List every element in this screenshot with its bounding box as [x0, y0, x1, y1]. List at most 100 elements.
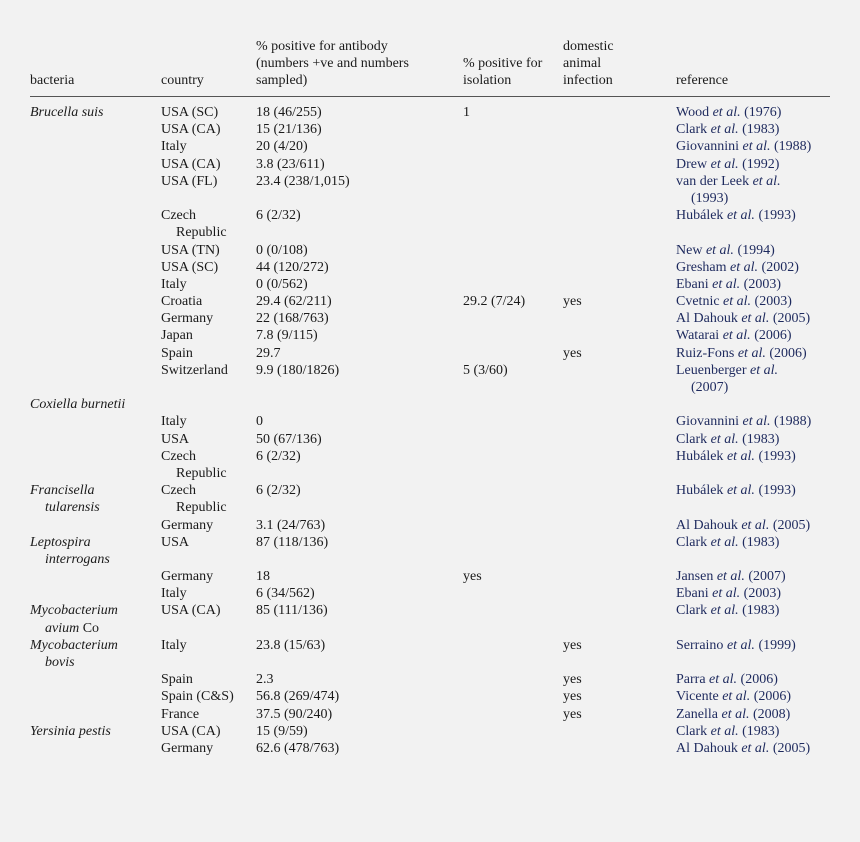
reference-cell: New et al. (1994) [676, 242, 775, 259]
reference-cell: Clark et al. (1983) [676, 431, 779, 448]
table-row: Czech 6 (2/32) Hubálek et al. (1993) [0, 207, 860, 224]
table-row: USA (TN) 0 (0/108) New et al. (1994) [0, 242, 860, 259]
reference-etal: et al. [742, 139, 771, 155]
antibody-cell: 0 (0/562) [256, 276, 308, 292]
antibody-cell: 18 (46/255) [256, 105, 322, 120]
antibody-cell: 23.4 (238/1,015) [256, 173, 350, 189]
header-rule [30, 96, 830, 97]
reference-author: Ruiz-Fons [676, 345, 738, 361]
bacteria-cont-text: tularensis [45, 500, 100, 516]
table-row: Mycobacterium USA (CA) 85 (111/136) Clark e… [0, 602, 860, 619]
table-row: USA (FL) 23.4 (238/1,015) van der Leek et … [0, 173, 860, 190]
reference-cell: Giovannini et al. (1988) [676, 138, 811, 155]
reference-cell: Clark et al. (1983) [676, 534, 779, 551]
reference-etal: et al. [710, 723, 739, 739]
reference-author: Jansen [676, 569, 717, 585]
country-cell: Germany [161, 569, 214, 585]
reference-etal: et al. [741, 740, 770, 756]
antibody-cell: 22 (168/763) [256, 311, 329, 327]
reference-etal: et al. [726, 637, 755, 653]
reference-etal: et al. [752, 173, 781, 189]
table-row: Czech 6 (2/32) Hubálek et al. (1993) [0, 448, 860, 465]
table-body: Brucella suis USA (SC) 18 (46/255) 1 Wood et… [0, 104, 860, 757]
bacteria-cell: Mycobacterium [30, 637, 118, 653]
antibody-cell: 87 (118/136) [256, 534, 329, 550]
reference-etal: et al. [710, 122, 739, 138]
reference-etal: et al. [712, 105, 741, 120]
bacteria-cell: Coxiella burnetii [30, 397, 126, 413]
reference-cell: Drew et al. (1992) [676, 156, 779, 173]
reference-author: Clark [676, 603, 711, 619]
reference-author: Hubálek [676, 208, 727, 224]
reference-etal: et al. [709, 672, 738, 688]
country-cell: Japan [161, 328, 193, 344]
header-domestic: domestic animal infection [563, 39, 614, 88]
domestic-cell: yes [563, 637, 582, 653]
reference-author: Ebani [676, 586, 713, 602]
country-cell: Italy [161, 637, 187, 653]
country-cell: USA (CA) [161, 156, 221, 172]
reference-year: (2006) [737, 672, 778, 688]
reference-year: (1988) [770, 414, 812, 430]
table-row: Italy 6 (34/562) Ebani et al. (2003) [0, 585, 860, 602]
reference-etal: et al. [726, 483, 755, 499]
bacteria-cell-cont: bovis [30, 654, 75, 671]
reference-etal: et al. [730, 259, 759, 275]
reference-author: Watarai [676, 328, 723, 344]
antibody-cell: 85 (111/136) [256, 603, 328, 619]
reference-cell: Clark et al. (1983) [676, 121, 779, 138]
antibody-cell: 0 [256, 414, 263, 430]
reference-author: Gresham [676, 259, 731, 275]
reference-author: Al Dahouk [676, 740, 742, 756]
reference-author: Vicente [676, 689, 723, 705]
antibody-cell: 6 (2/32) [256, 448, 301, 464]
country-cell: USA (CA) [161, 723, 221, 739]
reference-year: (1994) [733, 242, 775, 258]
country-cell-cont: Republic [176, 225, 227, 241]
reference-year: (1993) [754, 483, 796, 499]
table-row: bovis [0, 654, 860, 671]
table-row: USA (SC) 44 (120/272) Gresham et al. (2002… [0, 259, 860, 276]
reference-cell: Ebani et al. (2003) [676, 276, 781, 293]
reference-year: (2006) [750, 328, 792, 344]
header-reference: reference [676, 73, 729, 88]
reference-author: Leuenberger [676, 362, 750, 378]
antibody-cell: 29.4 (62/211) [256, 294, 332, 310]
antibody-cell: 0 (0/108) [256, 242, 308, 258]
header-isolation: % positive for isolation [463, 56, 543, 88]
table-row: tularensis Republic [0, 499, 860, 516]
table-row: Coxiella burnetii [0, 396, 860, 413]
reference-author: Parra [676, 672, 710, 688]
reference-cell: Giovannini et al. (1988) [676, 413, 811, 430]
antibody-cell: 62.6 (478/763) [256, 740, 340, 756]
domestic-cell: yes [563, 345, 582, 361]
reference-year: (1992) [738, 156, 780, 172]
reference-cell: Clark et al. (1983) [676, 723, 779, 740]
domestic-cell: yes [563, 706, 582, 722]
reference-cell-cont: (2007) [691, 380, 729, 395]
antibody-cell: 56.8 (269/474) [256, 689, 340, 705]
reference-etal: et al. [712, 276, 741, 292]
reference-cell: Gresham et al. (2002) [676, 259, 799, 276]
antibody-cell: 6 (34/562) [256, 586, 315, 602]
country-cell: Germany [161, 740, 214, 756]
isolation-cell: 5 (3/60) [463, 362, 508, 378]
antibody-cell: 20 (4/20) [256, 139, 308, 155]
reference-etal: et al. [742, 414, 771, 430]
country-cell: Italy [161, 414, 187, 430]
reference-year: (1999) [754, 637, 796, 653]
reference-author: Clark [676, 431, 711, 447]
antibody-cell: 2.3 [256, 672, 274, 688]
reference-cell: Hubálek et al. (1993) [676, 482, 796, 499]
reference-year: (2002) [758, 259, 799, 275]
reference-etal: et al. [741, 311, 770, 327]
table-row: Germany 3.1 (24/763) Al Dahouk et al. (200… [0, 517, 860, 534]
reference-year: (1993) [754, 208, 796, 224]
reference-year: (2007) [744, 569, 786, 585]
reference-year: (1993) [754, 448, 796, 464]
domestic-cell: yes [563, 294, 582, 310]
antibody-cell: 9.9 (180/1826) [256, 362, 340, 378]
antibody-cell: 15 (21/136) [256, 122, 322, 138]
table-row: Francisella Czech 6 (2/32) Hubálek et al. (… [0, 482, 860, 499]
antibody-cell: 50 (67/136) [256, 431, 322, 447]
